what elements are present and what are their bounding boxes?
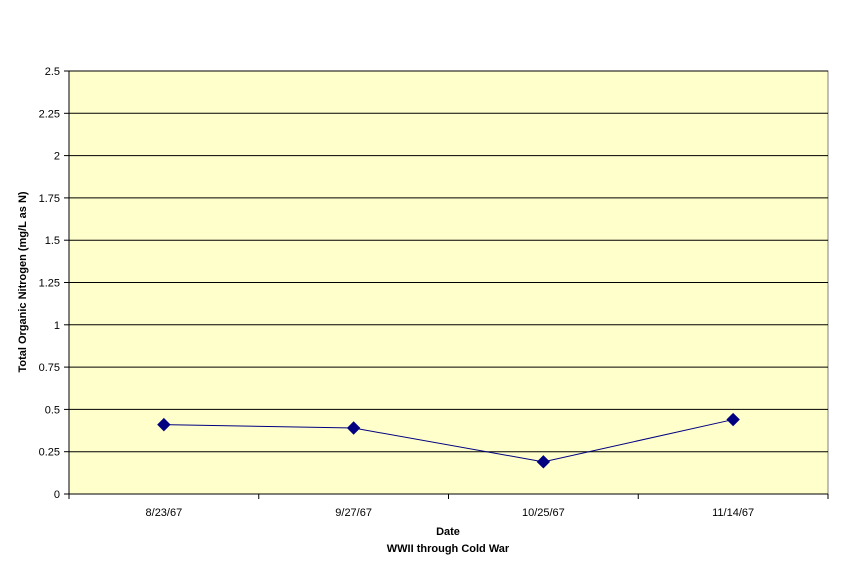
y-tick-label: 2.5 <box>45 66 60 78</box>
x-tick-labels: 8/23/67 9/27/67 10/25/67 11/14/67 <box>68 494 829 519</box>
y-tick-label: 2 <box>54 151 60 163</box>
x-tick-label: 8/23/67 <box>146 507 183 519</box>
y-tick-label: 0 <box>54 489 60 501</box>
x-axis-subtitle: WWII through Cold War <box>387 543 510 555</box>
y-axis-title: Total Organic Nitrogen (mg/L as N) <box>17 191 29 372</box>
data-point-marker <box>346 421 361 435</box>
y-tick-label: 2.25 <box>39 108 60 120</box>
x-axis-title: Date <box>436 526 460 538</box>
data-point-marker <box>536 455 551 469</box>
data-point-marker <box>726 412 740 427</box>
series-group <box>157 412 740 469</box>
x-tick-label: 9/27/67 <box>335 507 372 519</box>
y-tick-label: 0.75 <box>39 362 60 374</box>
y-tick-labels: 0 0.25 0.5 0.75 1 1.25 1.5 1.75 2 2.25 2.5 <box>39 66 69 501</box>
y-tick-label: 0.25 <box>39 447 60 459</box>
series-line <box>163 419 734 463</box>
y-tick-label: 1.25 <box>39 278 60 290</box>
y-tick-label: 0.5 <box>45 404 60 416</box>
y-tick-label: 1.5 <box>45 235 60 247</box>
gridlines <box>68 70 828 495</box>
y-tick-label: 1 <box>54 320 60 332</box>
y-tick-label: 1.75 <box>39 193 60 205</box>
x-tick-label: 10/25/67 <box>522 507 565 519</box>
data-point-marker <box>157 417 171 432</box>
x-tick-label: 11/14/67 <box>712 507 754 519</box>
